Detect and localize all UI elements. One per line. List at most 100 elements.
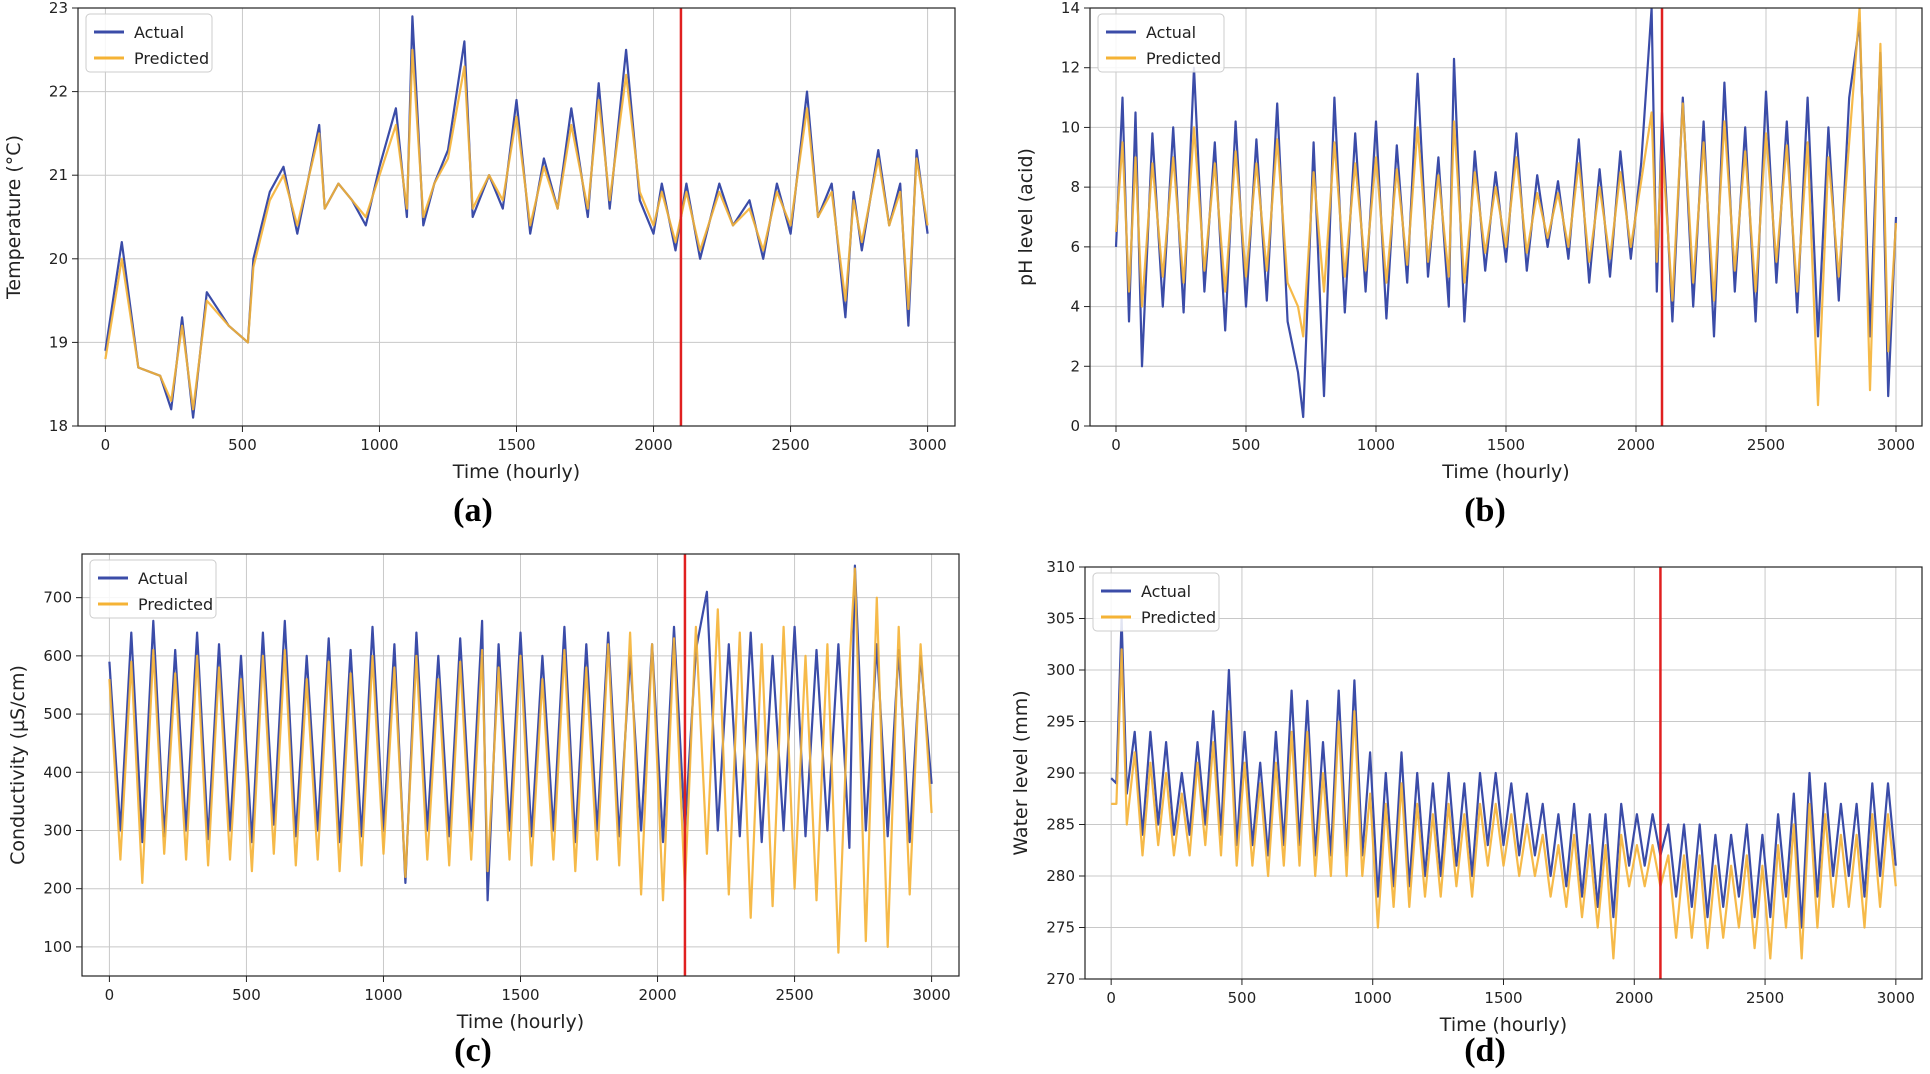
series-line-predicted xyxy=(108,567,933,954)
y-axis-label: Water level (mm) xyxy=(1010,690,1032,855)
x-axis-label: Time (hourly) xyxy=(1439,1014,1567,1036)
plot-area xyxy=(104,15,929,419)
y-tick-label: 300 xyxy=(43,821,72,839)
y-tick-label: 18 xyxy=(49,417,68,435)
y-tick-label: 2 xyxy=(1070,357,1080,375)
x-tick-label: 1000 xyxy=(1357,436,1395,454)
chart-b-svg: 0 500 1000 1500 2000 2500 3000 0 2 4 6 8 10 12 14 Time … xyxy=(1015,0,1923,483)
y-tick-label: 600 xyxy=(43,647,72,665)
legend-label-actual: Actual xyxy=(134,23,184,42)
legend-label-actual: Actual xyxy=(1146,23,1196,42)
chart-a-svg: 0 500 1000 1500 2000 2500 3000 18 19 20 21 22 23 Time… xyxy=(3,0,956,483)
y-tick-label: 14 xyxy=(1061,0,1080,17)
x-tick-label: 1500 xyxy=(501,986,539,1004)
x-axis-label: Time (hourly) xyxy=(456,1011,584,1033)
legend-label-actual: Actual xyxy=(138,569,188,588)
plot-area xyxy=(108,564,933,954)
y-tick-label: 290 xyxy=(1046,764,1075,782)
y-tick-label: 400 xyxy=(43,763,72,781)
x-tick-label: 1000 xyxy=(364,986,402,1004)
caption-a: (a) xyxy=(453,492,493,529)
legend-label-actual: Actual xyxy=(1141,582,1191,601)
x-tick-label: 2000 xyxy=(1615,989,1653,1007)
legend-label-predicted: Predicted xyxy=(1146,49,1221,68)
plot-frame xyxy=(1084,566,1923,980)
y-tick-label: 305 xyxy=(1046,610,1075,628)
caption-d: (d) xyxy=(1464,1032,1506,1069)
chart-c-svg: 0 500 1000 1500 2000 2500 3000 100 200 300 400 500 6… xyxy=(7,553,960,1033)
x-tick-label: 2500 xyxy=(775,986,813,1004)
x-tick-label: 500 xyxy=(1232,436,1261,454)
legend: Actual Predicted xyxy=(85,13,213,73)
y-tick-label: 21 xyxy=(49,166,68,184)
y-tick-label: 8 xyxy=(1070,178,1080,196)
chart-d-svg: 0 500 1000 1500 2000 2500 3000 270 275 280 285 290 2… xyxy=(1010,558,1923,1036)
y-tick-label: 200 xyxy=(43,880,72,898)
x-tick-label: 500 xyxy=(1228,989,1257,1007)
y-tick-label: 700 xyxy=(43,589,72,607)
x-axis-label: Time (hourly) xyxy=(1441,461,1569,483)
chart-panel-a: 0 500 1000 1500 2000 2500 3000 18 19 20 21 22 23 Time… xyxy=(0,0,965,537)
plot-frame xyxy=(1089,7,1923,427)
y-axis-label: Temperature (°C) xyxy=(3,135,25,300)
y-tick-label: 285 xyxy=(1046,816,1075,834)
y-tick-label: 20 xyxy=(49,250,68,268)
caption-c: (c) xyxy=(454,1032,492,1069)
x-tick-label: 1500 xyxy=(1487,436,1525,454)
y-axis-label: pH level (acid) xyxy=(1015,148,1037,286)
x-tick-label: 500 xyxy=(228,436,257,454)
x-tick-label: 1500 xyxy=(497,436,535,454)
plot-area xyxy=(1110,617,1897,960)
y-tick-label: 500 xyxy=(43,705,72,723)
y-tick-label: 300 xyxy=(1046,661,1075,679)
legend: Actual Predicted xyxy=(89,559,217,619)
x-tick-label: 1000 xyxy=(1354,989,1392,1007)
x-tick-label: 0 xyxy=(1111,436,1121,454)
chart-panel-b: 0 500 1000 1500 2000 2500 3000 0 2 4 6 8 10 12 14 Time … xyxy=(965,0,1930,537)
y-tick-label: 0 xyxy=(1070,417,1080,435)
plot-frame xyxy=(81,553,960,977)
y-tick-label: 22 xyxy=(49,83,68,101)
y-tick-label: 280 xyxy=(1046,867,1075,885)
chart-panel-c: 0 500 1000 1500 2000 2500 3000 100 200 300 400 500 6… xyxy=(0,537,965,1074)
series-line-actual xyxy=(1110,617,1897,929)
y-tick-label: 275 xyxy=(1046,919,1075,937)
series-line-predicted xyxy=(104,48,929,411)
y-tick-label: 10 xyxy=(1061,118,1080,136)
x-tick-label: 0 xyxy=(105,986,115,1004)
plot-area xyxy=(1114,8,1898,419)
x-tick-label: 3000 xyxy=(913,986,951,1004)
legend-label-predicted: Predicted xyxy=(1141,608,1216,627)
x-axis-label: Time (hourly) xyxy=(452,461,580,483)
y-tick-label: 4 xyxy=(1070,298,1080,316)
legend-label-predicted: Predicted xyxy=(134,49,209,68)
x-tick-label: 1000 xyxy=(360,436,398,454)
legend: Actual Predicted xyxy=(1092,572,1220,632)
series-line-actual xyxy=(108,564,933,902)
x-tick-label: 3000 xyxy=(1877,989,1915,1007)
y-tick-label: 23 xyxy=(49,0,68,17)
series-line-predicted xyxy=(1114,8,1898,407)
x-tick-label: 0 xyxy=(101,436,111,454)
x-tick-label: 2500 xyxy=(1746,989,1784,1007)
x-tick-label: 3000 xyxy=(909,436,947,454)
y-axis-label: Conductivity (µS/cm) xyxy=(7,665,29,865)
x-tick-label: 3000 xyxy=(1877,436,1915,454)
y-tick-label: 100 xyxy=(43,938,72,956)
x-tick-label: 2000 xyxy=(638,986,676,1004)
x-tick-label: 500 xyxy=(232,986,261,1004)
y-tick-label: 310 xyxy=(1046,558,1075,576)
caption-b: (b) xyxy=(1464,492,1506,529)
x-tick-label: 2500 xyxy=(1747,436,1785,454)
y-tick-label: 19 xyxy=(49,333,68,351)
y-tick-label: 270 xyxy=(1046,970,1075,988)
x-tick-label: 0 xyxy=(1106,989,1116,1007)
x-tick-label: 2000 xyxy=(1617,436,1655,454)
y-tick-label: 6 xyxy=(1070,238,1080,256)
x-tick-label: 1500 xyxy=(1484,989,1522,1007)
x-tick-label: 2000 xyxy=(634,436,672,454)
plot-frame xyxy=(77,7,956,427)
chart-panel-d: 0 500 1000 1500 2000 2500 3000 270 275 280 285 290 2… xyxy=(965,537,1930,1074)
y-tick-label: 12 xyxy=(1061,59,1080,77)
x-tick-label: 2500 xyxy=(771,436,809,454)
